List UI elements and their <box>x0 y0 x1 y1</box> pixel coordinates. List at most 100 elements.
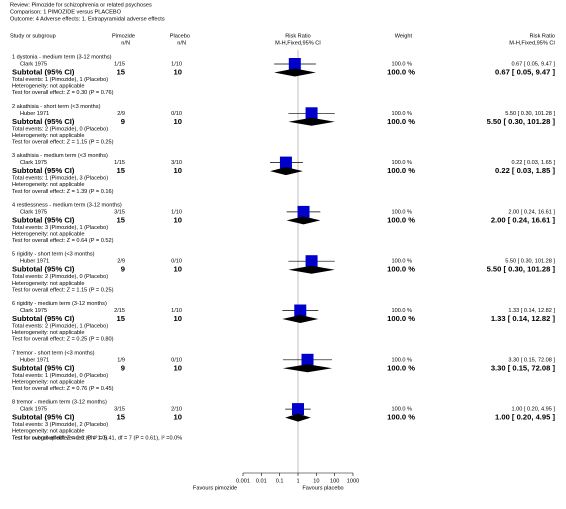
subgroup-note: Heterogeneity: not applicable <box>12 182 84 188</box>
subgroup-note: Test for overall effect: Z = 0.30 (P = 0… <box>12 90 114 96</box>
subgroup-note: Total events: 1 (Pimozide), 0 (Placebo) <box>12 373 108 379</box>
study-weight: 100.0 % <box>391 259 412 265</box>
study-treatment: 2/9 <box>117 111 125 117</box>
subgroup-note: Test for overall effect: Z = 1.15 (P = 0… <box>12 287 114 293</box>
study-weight: 100.0 % <box>391 308 412 314</box>
subgroup-title: 8 tremor - medium term (3-12 months) <box>12 400 107 406</box>
header-line: Comparison: 1 PIMOZIDE versus PLACEBO <box>10 9 122 15</box>
column-header: Placebo <box>170 33 190 39</box>
study-square <box>279 156 292 169</box>
subtotal-treatment: 15 <box>117 215 126 224</box>
subtotal-control: 10 <box>174 363 182 372</box>
study-name: Clark 1975 <box>20 407 47 413</box>
subtotal-name: Subtotal (95% CI) <box>12 363 75 372</box>
subtotal-diamond <box>282 364 333 373</box>
subgroup-note: Heterogeneity: not applicable <box>12 429 84 435</box>
subtotal-name: Subtotal (95% CI) <box>12 117 75 126</box>
subtotal-weight: 100.0 % <box>387 68 415 77</box>
subtotal-effect: 1.00 [ 0.20, 4.95 ] <box>495 413 555 422</box>
study-square <box>292 403 304 416</box>
subtotal-effect: 0.22 [ 0.03, 1.85 ] <box>495 166 555 175</box>
subtotal-name: Subtotal (95% CI) <box>12 413 75 422</box>
x-tick-label: 0.1 <box>276 478 284 484</box>
x-tick-label: 0.01 <box>256 478 267 484</box>
study-name: Huber 1971 <box>20 357 49 363</box>
subtotal-control: 10 <box>174 413 182 422</box>
subtotal-weight: 100.0 % <box>387 314 415 323</box>
subtotal-treatment: 15 <box>117 413 126 422</box>
study-control: 0/10 <box>171 357 182 363</box>
study-effect: 5.50 [ 0.30, 101.28 ] <box>505 111 555 117</box>
study-treatment: 3/15 <box>114 407 125 413</box>
study-effect: 0.67 [ 0.05, 9.47 ] <box>511 61 555 67</box>
column-header: Pimozide <box>112 33 135 39</box>
subtotal-control: 10 <box>174 68 182 77</box>
study-treatment: 2/15 <box>114 308 125 314</box>
subgroup-note: Total events: 2 (Pimozide), 0 (Placebo) <box>12 274 108 280</box>
study-control: 1/10 <box>171 61 182 67</box>
study-control: 3/10 <box>171 160 182 166</box>
subtotal-diamond <box>274 68 316 77</box>
subtotal-treatment: 9 <box>121 265 125 274</box>
study-name: Huber 1971 <box>20 111 49 117</box>
subtotal-diamond <box>285 413 311 422</box>
study-treatment: 1/15 <box>114 61 125 67</box>
favours-label: Favours pimozide <box>193 485 237 491</box>
column-header: Risk Ratio <box>530 33 556 39</box>
column-header: Weight <box>395 33 413 39</box>
subgroup-note: Test for overall effect: Z = 0.64 (P = 0… <box>12 238 114 244</box>
subgroup-note: Heterogeneity: not applicable <box>12 330 84 336</box>
subtotal-control: 10 <box>174 117 182 126</box>
subgroup-title: 4 restlessness - medium term (3-12 month… <box>12 202 122 208</box>
study-control: 2/10 <box>171 407 182 413</box>
subtotal-diamond <box>286 216 321 225</box>
subgroup-title: 2 akathisia - short term (<3 months) <box>12 104 101 110</box>
subgroup-note: Test for overall effect: Z = 0.0 (P = 1.… <box>12 435 107 441</box>
subtotal-control: 10 <box>174 215 182 224</box>
x-tick-label: 10 <box>313 478 319 484</box>
study-name: Clark 1975 <box>20 308 47 314</box>
study-effect: 1.00 [ 0.20, 4.95 ] <box>511 407 555 413</box>
subtotal-weight: 100.0 % <box>387 363 415 372</box>
subgroup-note: Test for overall effect: Z = 1.15 (P = 0… <box>12 139 114 145</box>
x-tick-label: 0.001 <box>236 478 250 484</box>
study-square <box>305 255 318 268</box>
study-control: 1/10 <box>171 308 182 314</box>
subtotal-treatment: 15 <box>117 68 126 77</box>
subtotal-control: 10 <box>174 166 182 175</box>
subtotal-effect: 5.50 [ 0.30, 101.28 ] <box>487 265 556 274</box>
subtotal-name: Subtotal (95% CI) <box>12 314 75 323</box>
subgroup-note: Heterogeneity: not applicable <box>12 379 84 385</box>
favours-label: Favours placebo <box>302 485 343 491</box>
subgroup-title: 5 rigidity - short term (<3 months) <box>12 252 95 258</box>
subtotal-weight: 100.0 % <box>387 265 415 274</box>
subgroup-note: Total events: 2 (Pimozide), 0 (Placebo) <box>12 126 108 132</box>
subgroup-note: Heterogeneity: not applicable <box>12 133 84 139</box>
subgroup-note: Test for overall effect: Z = 1.39 (P = 0… <box>12 189 114 195</box>
study-square <box>297 205 310 218</box>
footer-note: Test for subgroup differences: Chi² = 5.… <box>12 435 182 441</box>
subgroup-note: Test for overall effect: Z = 0.25 (P = 0… <box>12 337 114 343</box>
subtotal-control: 10 <box>174 314 182 323</box>
subtotal-weight: 100.0 % <box>387 117 415 126</box>
subtotal-control: 10 <box>174 265 182 274</box>
study-control: 0/10 <box>171 259 182 265</box>
subtotal-weight: 100.0 % <box>387 413 415 422</box>
subtotal-effect: 3.30 [ 0.15, 72.08 ] <box>491 363 556 372</box>
subgroup-note: Heterogeneity: not applicable <box>12 84 84 90</box>
subtotal-diamond <box>288 117 335 126</box>
study-effect: 3.30 [ 0.15, 72.08 ] <box>508 357 555 363</box>
study-square <box>301 353 314 366</box>
subgroup-title: 7 tremor - short term (<3 months) <box>12 350 95 356</box>
study-treatment: 3/15 <box>114 209 125 215</box>
study-square <box>288 58 301 70</box>
column-header: Risk Ratio <box>285 33 311 39</box>
subtotal-weight: 100.0 % <box>387 166 415 175</box>
study-name: Clark 1975 <box>20 160 47 166</box>
x-tick-label: 1 <box>296 478 299 484</box>
subtotal-effect: 0.67 [ 0.05, 9.47 ] <box>495 68 555 77</box>
study-weight: 100.0 % <box>391 357 412 363</box>
study-weight: 100.0 % <box>391 111 412 117</box>
study-effect: 2.00 [ 0.24, 16.61 ] <box>508 209 555 215</box>
